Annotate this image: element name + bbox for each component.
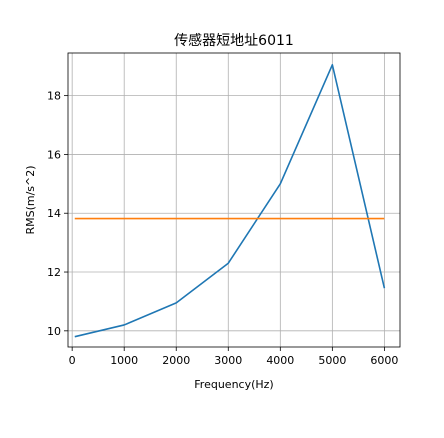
series-line-1 xyxy=(74,63,386,338)
x-tick-label: 3000 xyxy=(214,354,242,367)
grid xyxy=(68,53,400,347)
y-tick-label: 18 xyxy=(47,90,61,103)
y-tick-label: 14 xyxy=(47,207,61,220)
plot-frame xyxy=(67,52,401,348)
y-axis-label: RMS(m/s^2) xyxy=(24,165,37,234)
x-tick-label: 1000 xyxy=(110,354,138,367)
y-tick-label: 12 xyxy=(47,266,61,279)
x-tick-label: 0 xyxy=(69,354,76,367)
y-axis: 10 12 14 16 18 xyxy=(47,90,68,338)
x-tick-label: 2000 xyxy=(162,354,190,367)
series-group xyxy=(74,63,386,338)
x-axis-label: Frequency(Hz) xyxy=(194,378,273,391)
x-axis: 0 1000 2000 3000 4000 5000 6000 xyxy=(69,347,398,367)
x-tick-label: 5000 xyxy=(318,354,346,367)
y-tick-label: 16 xyxy=(47,148,61,161)
x-tick-label: 6000 xyxy=(370,354,398,367)
x-tick-label: 4000 xyxy=(266,354,294,367)
y-tick-label: 10 xyxy=(47,325,61,338)
chart-title: 传感器短地址6011 xyxy=(174,32,294,49)
